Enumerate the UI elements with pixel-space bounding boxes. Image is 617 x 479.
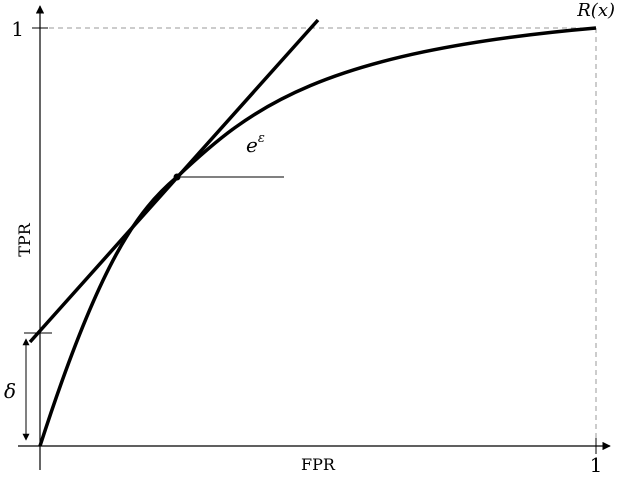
slope-label-exponent: ε (258, 131, 265, 146)
roc-curve (38, 26, 597, 447)
x-tick-label-one: 1 (590, 453, 603, 477)
y-tick-label-one: 1 (11, 17, 24, 41)
slope-label: eε (246, 131, 265, 157)
y-axis-label: TPR (15, 222, 34, 256)
curve-label: R(x) (576, 0, 615, 21)
x-axis-label: FPR (301, 455, 336, 474)
slope-label-base: e (246, 133, 258, 157)
tangent-point (173, 173, 181, 181)
delta-label: δ (4, 379, 16, 403)
